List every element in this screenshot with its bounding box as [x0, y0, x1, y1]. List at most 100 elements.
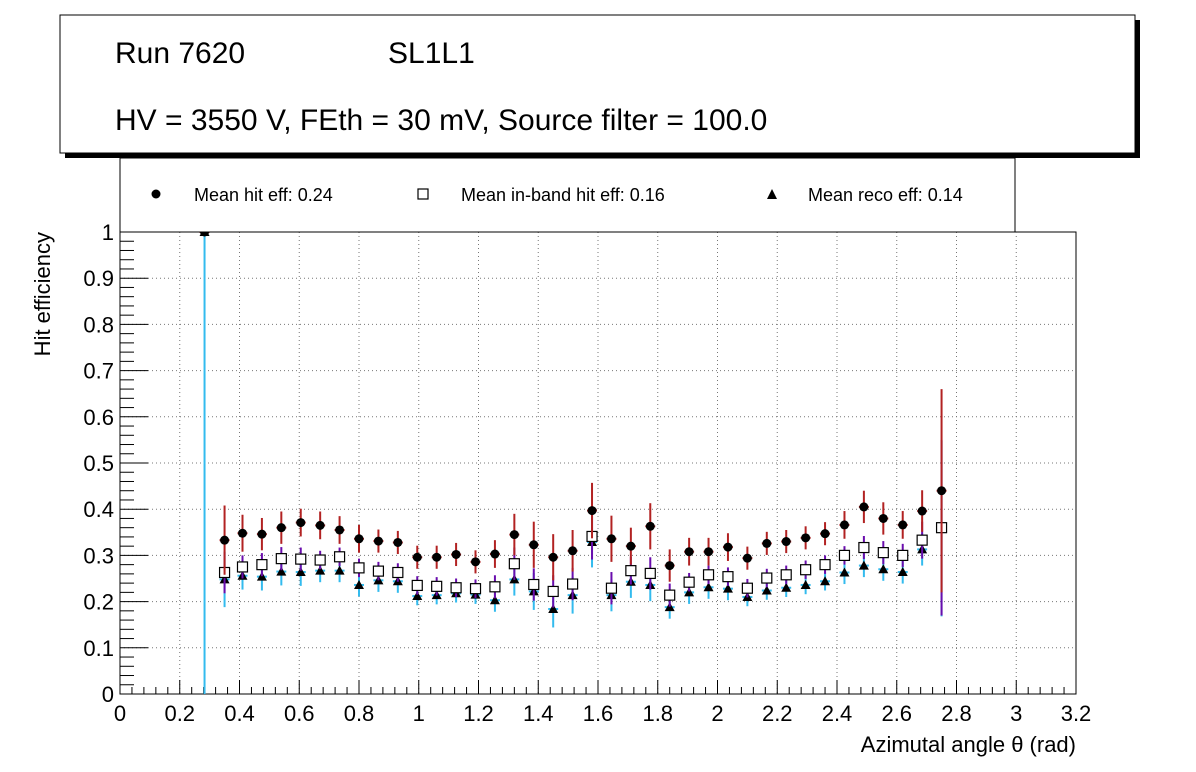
- reco-eff-point: [820, 576, 831, 586]
- x-tick-label: 2.6: [881, 701, 912, 726]
- inband-eff-point: [411, 579, 423, 592]
- inband-eff-point: [450, 582, 462, 594]
- y-tick-label: 0: [102, 682, 114, 707]
- series-filled-triangle: [199, 227, 947, 694]
- reco-eff-point: [761, 585, 772, 595]
- grid: [120, 232, 1076, 694]
- inband-eff-point: [800, 564, 812, 576]
- reco-eff-point: [489, 595, 500, 605]
- reco-eff-point: [858, 560, 869, 570]
- hit-eff-point: [742, 553, 752, 563]
- hit-eff-point: [237, 528, 247, 538]
- hit-eff-point: [451, 549, 461, 559]
- hit-eff-point: [490, 549, 500, 559]
- y-tick-label: 0.5: [83, 451, 114, 476]
- y-tick-label: 0.1: [83, 636, 114, 661]
- hit-eff-point: [878, 513, 888, 523]
- y-tick-label: 0.9: [83, 266, 114, 291]
- y-tick-label: 0.3: [83, 543, 114, 568]
- reco-eff-point: [354, 579, 364, 589]
- series-filled-circle: [199, 227, 947, 593]
- title-box: Run 7620 SL1L1 HV = 3550 V, FEth = 30 mV…: [59, 14, 1140, 158]
- inband-eff-point: [392, 566, 404, 579]
- hit-eff-point: [412, 552, 422, 562]
- inband-eff-point: [314, 554, 326, 566]
- x-tick-label: 2: [711, 701, 723, 726]
- inband-eff-point: [644, 567, 656, 580]
- hit-eff-point: [937, 486, 947, 496]
- hit-eff-point: [315, 520, 325, 530]
- inband-eff-point: [469, 583, 482, 595]
- hit-eff-point: [859, 502, 869, 512]
- inband-eff-point: [567, 578, 579, 590]
- hit-eff-point: [335, 525, 345, 535]
- inband-eff-point: [547, 585, 559, 598]
- legend-reco-marker: [767, 189, 777, 199]
- hit-eff-point: [548, 552, 558, 562]
- title-box-frame: [59, 14, 1136, 154]
- inband-eff-point: [508, 558, 520, 570]
- reco-eff-point: [412, 591, 423, 601]
- x-tick-label: 1.2: [463, 701, 494, 726]
- hit-eff-point: [529, 540, 539, 550]
- reco-eff-point: [334, 565, 345, 575]
- y-tick-label: 0.8: [83, 312, 114, 337]
- reco-eff-point: [276, 566, 287, 576]
- inband-eff-point: [722, 571, 734, 583]
- hit-eff-point: [373, 536, 383, 546]
- y-tick-label: 0.4: [83, 497, 114, 522]
- x-tick-label: 2.8: [941, 701, 972, 726]
- inband-eff-point: [236, 561, 249, 573]
- hit-eff-point: [820, 529, 830, 539]
- y-tick-label: 1: [102, 220, 114, 245]
- reco-eff-point: [878, 564, 889, 574]
- hit-eff-point: [781, 537, 791, 547]
- hit-eff-point: [432, 552, 442, 562]
- reco-eff-point: [703, 582, 714, 592]
- reco-eff-point: [897, 567, 908, 577]
- series-open-square: [218, 439, 948, 616]
- hit-eff-point: [762, 538, 772, 548]
- hit-eff-point: [393, 537, 403, 547]
- reco-eff-point: [684, 587, 695, 597]
- data-points: [199, 227, 948, 694]
- x-tick-label: 1.4: [523, 701, 554, 726]
- x-tick-label: 1.8: [642, 701, 673, 726]
- reco-eff-point: [315, 565, 326, 575]
- hit-eff-point: [471, 557, 481, 567]
- hit-eff-point: [606, 534, 616, 544]
- hit-eff-point: [917, 506, 927, 516]
- hit-eff-point: [257, 529, 267, 539]
- reco-eff-point: [800, 579, 811, 589]
- reco-eff-point: [839, 567, 850, 577]
- inband-eff-point: [528, 578, 540, 591]
- x-tick-label: 2.4: [822, 701, 853, 726]
- layer-name: SL1L1: [388, 37, 475, 70]
- inband-eff-point: [664, 589, 676, 601]
- legend-hit-label: Mean hit eff: 0.24: [194, 185, 333, 205]
- hit-eff-point: [354, 534, 364, 544]
- inband-eff-point: [780, 569, 792, 581]
- inband-eff-point: [683, 576, 695, 588]
- x-tick-label: 2.2: [762, 701, 793, 726]
- x-axis-title: Azimutal angle θ (rad): [861, 732, 1076, 757]
- inband-eff-point: [877, 547, 889, 559]
- hit-eff-point: [723, 542, 733, 552]
- inband-eff-point: [761, 572, 773, 584]
- inband-eff-point: [372, 565, 385, 577]
- hit-eff-point: [568, 546, 578, 556]
- axis-ticks: 0 0.2 0.4 0.6 0.8 1 1.2 1.4 1.6 1.8 2 2.2 2.4 2.6 2.8 3…: [83, 220, 1091, 726]
- inband-eff-point: [295, 553, 307, 565]
- inband-eff-point: [838, 549, 851, 562]
- x-tick-label: 1: [413, 701, 425, 726]
- y-tick-label: 0.7: [83, 359, 114, 384]
- x-tick-label: 3: [1010, 701, 1022, 726]
- inband-eff-point: [431, 580, 443, 592]
- inband-eff-point: [858, 541, 870, 554]
- legend-box: [119, 157, 1016, 233]
- hit-eff-point: [801, 533, 811, 543]
- x-tick-label: 0.2: [164, 701, 195, 726]
- hit-eff-point: [587, 506, 597, 516]
- hit-eff-point: [839, 520, 849, 530]
